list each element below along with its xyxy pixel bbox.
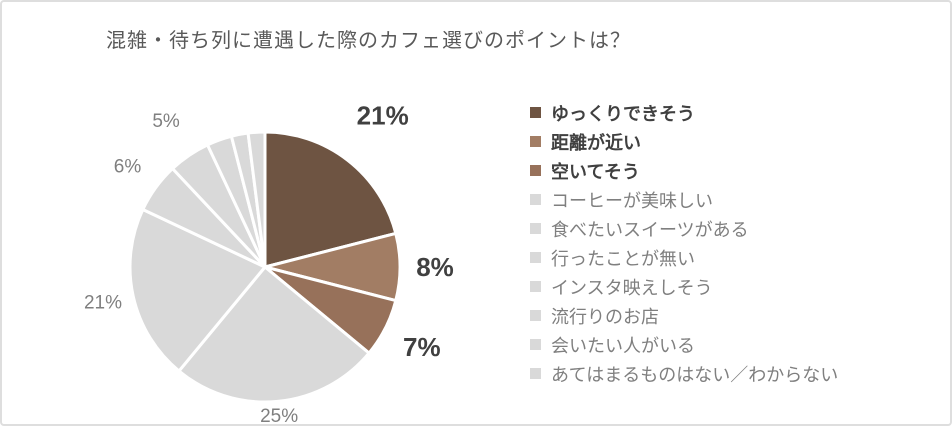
legend-item-label: 空いてそう — [551, 161, 640, 182]
pie-slice-label: 8% — [416, 252, 454, 282]
legend-item-label: 流行りのお店 — [551, 306, 659, 327]
legend-item-label: 食べたいスイーツがある — [551, 219, 749, 240]
legend-item: 行ったことが無い — [530, 243, 838, 272]
chart-legend: ゆっくりできそう 距離が近い空いてそうコーヒーが美味しい食べたいスイーツがある 行っ… — [530, 98, 838, 388]
legend-swatch-icon — [530, 252, 541, 263]
legend-swatch-icon — [530, 165, 541, 176]
pie-slice — [246, 130, 267, 269]
legend-swatch-icon — [530, 194, 541, 205]
legend-swatch-icon — [530, 310, 541, 321]
legend-item: 食べたいスイーツがある — [530, 214, 838, 243]
legend-item-label: インスタ映えしそう — [551, 277, 713, 298]
legend-item-label: 行ったことが無い — [551, 248, 695, 269]
legend-swatch-icon — [530, 136, 541, 147]
legend-swatch-icon — [530, 107, 541, 118]
legend-swatch-icon — [530, 281, 541, 292]
chart-title: 混雑・待ち列に遭遇した際のカフェ選びのポイントは？ — [106, 30, 631, 52]
pie-slice — [128, 208, 267, 373]
legend-item-label: あてはまるものはない／わからない — [551, 364, 839, 385]
pie-slice-label: 7% — [403, 332, 441, 362]
legend-swatch-icon — [530, 223, 541, 234]
pie-slice — [177, 265, 371, 404]
legend-item: インスタ映えしそう — [530, 272, 838, 301]
legend-item: あてはまるものはない／わからない — [530, 359, 838, 388]
pie-slice-label: 6% — [114, 157, 142, 178]
pie-slice-label: 5% — [152, 111, 180, 132]
legend-item: コーヒーが美味しい — [530, 185, 838, 214]
legend-swatch-icon — [530, 368, 541, 379]
pie-slice-label: 25% — [260, 406, 298, 426]
legend-swatch-icon — [530, 339, 541, 350]
legend-item-label: コーヒーが美味しい — [551, 190, 713, 211]
legend-item: 空いてそう — [530, 156, 838, 185]
legend-item-label: ゆっくりできそう — [551, 103, 695, 124]
pie-slice — [263, 130, 398, 269]
legend-item: 会いたい人がいる — [530, 330, 838, 359]
legend-item: 流行りのお店 — [530, 301, 838, 330]
pie-slice-label: 21% — [357, 100, 409, 130]
legend-item-label: 距離が近い — [551, 132, 641, 153]
legend-item: ゆっくりできそう — [530, 98, 838, 127]
pie-slice-label: 21% — [84, 293, 122, 314]
legend-item-label: 会いたい人がいる — [551, 335, 695, 356]
legend-item: 距離が近い — [530, 127, 838, 156]
